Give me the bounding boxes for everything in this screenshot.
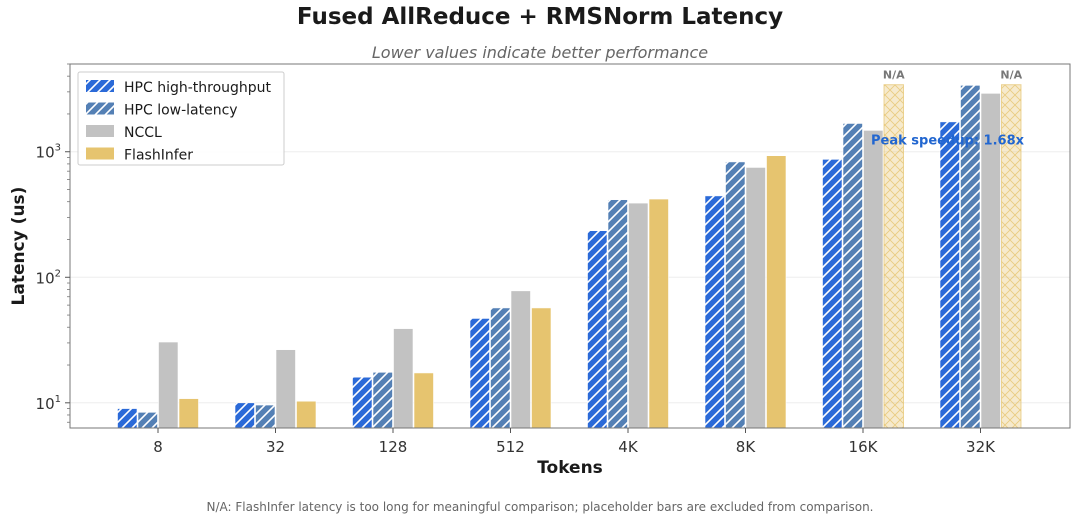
legend-swatch-hatch — [86, 102, 114, 115]
x-axis-label: Tokens — [537, 458, 603, 478]
plot-frame — [69, 63, 1071, 429]
legend: HPC high-throughput HPC low-latency NCCL Fl… — [77, 71, 285, 166]
legend-swatch-hatch — [86, 80, 114, 92]
bar — [766, 155, 787, 429]
legend-label: NCCL — [124, 125, 162, 141]
bar-hatch — [725, 161, 745, 428]
bar — [648, 198, 669, 429]
x-tick-label: 8 — [153, 438, 163, 456]
legend-label: FlashInfer — [124, 148, 193, 164]
bar-hatch — [587, 230, 607, 428]
legend-swatch — [86, 147, 114, 160]
x-tick-label: 8K — [736, 438, 757, 456]
bar-hatch — [235, 402, 255, 428]
bar — [275, 349, 296, 429]
bar-placeholder-hatch — [1001, 84, 1021, 429]
bar-hatch — [117, 408, 137, 428]
x-tick-label: 512 — [496, 438, 525, 456]
bar-hatch — [470, 318, 490, 428]
placeholder-label: N/A — [1000, 69, 1022, 82]
bar-hatch — [490, 307, 510, 428]
y-tick-label: 103 — [36, 143, 61, 162]
bar — [413, 372, 434, 429]
x-tick-label: 32 — [266, 438, 285, 456]
bar — [531, 307, 552, 429]
bar-hatch — [255, 405, 275, 428]
chart-title: Fused AllReduce + RMSNorm Latency — [296, 4, 784, 30]
bar-placeholder-hatch — [884, 84, 904, 429]
gridlines — [70, 151, 1070, 404]
x-tick-label: 32K — [966, 438, 996, 456]
bar — [296, 400, 317, 429]
legend-label: HPC high-throughput — [124, 80, 272, 96]
x-tick-label: 128 — [379, 438, 408, 456]
bar-hatch — [843, 123, 863, 429]
y-axis-label: Latency (us) — [9, 187, 29, 306]
bar-hatch — [373, 372, 393, 428]
bar — [745, 167, 766, 429]
bar-hatch — [608, 199, 628, 428]
placeholder-label: N/A — [883, 69, 905, 82]
chart-subtitle: Lower values indicate better performance — [371, 43, 709, 62]
bars — [117, 84, 1022, 429]
chart-svg: 101 102 103 8 32 128 512 4K 8K 16K 32K Tokens Latenc… — [9, 63, 1071, 478]
bar — [393, 328, 414, 429]
bar — [510, 290, 531, 429]
y-tick-label: 102 — [36, 268, 61, 287]
legend-box — [77, 71, 285, 166]
bar-hatch — [705, 195, 725, 428]
bar — [158, 341, 179, 429]
annotations: N/A N/A Peak speedup: 1.68x — [871, 69, 1025, 149]
bar-hatch — [138, 412, 158, 428]
bar-hatch — [940, 121, 960, 428]
legend-label: HPC low-latency — [124, 103, 238, 119]
bar-hatch — [352, 377, 372, 428]
bar-hatch — [822, 159, 842, 428]
bar — [863, 130, 884, 429]
y-tick-label: 101 — [36, 394, 61, 413]
bar — [178, 398, 199, 429]
x-tick-label: 16K — [849, 438, 879, 456]
footnote: N/A: FlashInfer latency is too long for … — [206, 500, 874, 514]
bar — [628, 202, 649, 429]
bar-hatch — [960, 85, 980, 428]
legend-swatch — [86, 125, 114, 137]
peak-speedup-annotation: Peak speedup: 1.68x — [871, 134, 1025, 149]
x-tick-label: 4K — [618, 438, 639, 456]
